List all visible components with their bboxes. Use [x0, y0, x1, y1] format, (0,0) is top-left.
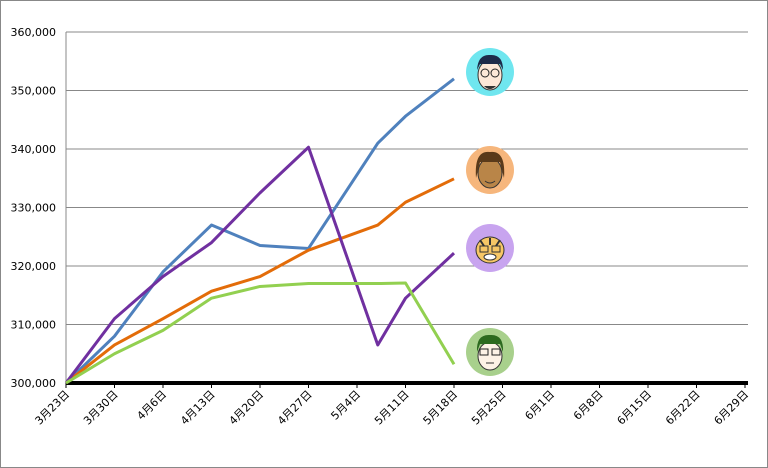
avatar-glasses [491, 245, 501, 253]
y-tick-label: 350,000 [11, 85, 57, 98]
series-line [64, 77, 455, 385]
avatar-glasses [480, 68, 490, 78]
avatar-hair [475, 151, 505, 178]
avatar-glasses [479, 348, 489, 356]
series-line [65, 177, 455, 385]
y-tick-label: 320,000 [11, 260, 57, 273]
avatar-face [477, 341, 503, 371]
y-tick-label: 310,000 [11, 319, 57, 332]
avatar-beard [484, 86, 496, 89]
series-line [65, 281, 456, 385]
avatar-glasses [491, 348, 501, 356]
avatar-mouth [483, 253, 497, 261]
avatars [466, 48, 514, 376]
y-tick-label: 360,000 [11, 26, 57, 39]
avatar-glasses [490, 68, 500, 78]
series-line [64, 145, 456, 384]
avatar-glasses [479, 245, 489, 253]
avatar-stripes [479, 238, 501, 247]
y-tick-label: 340,000 [11, 143, 57, 156]
avatar-mouth [484, 180, 496, 184]
y-tick-label: 300,000 [11, 377, 57, 390]
y-tick-label: 330,000 [11, 202, 57, 215]
avatar-hair [477, 54, 503, 70]
avatar-hair [476, 334, 504, 352]
